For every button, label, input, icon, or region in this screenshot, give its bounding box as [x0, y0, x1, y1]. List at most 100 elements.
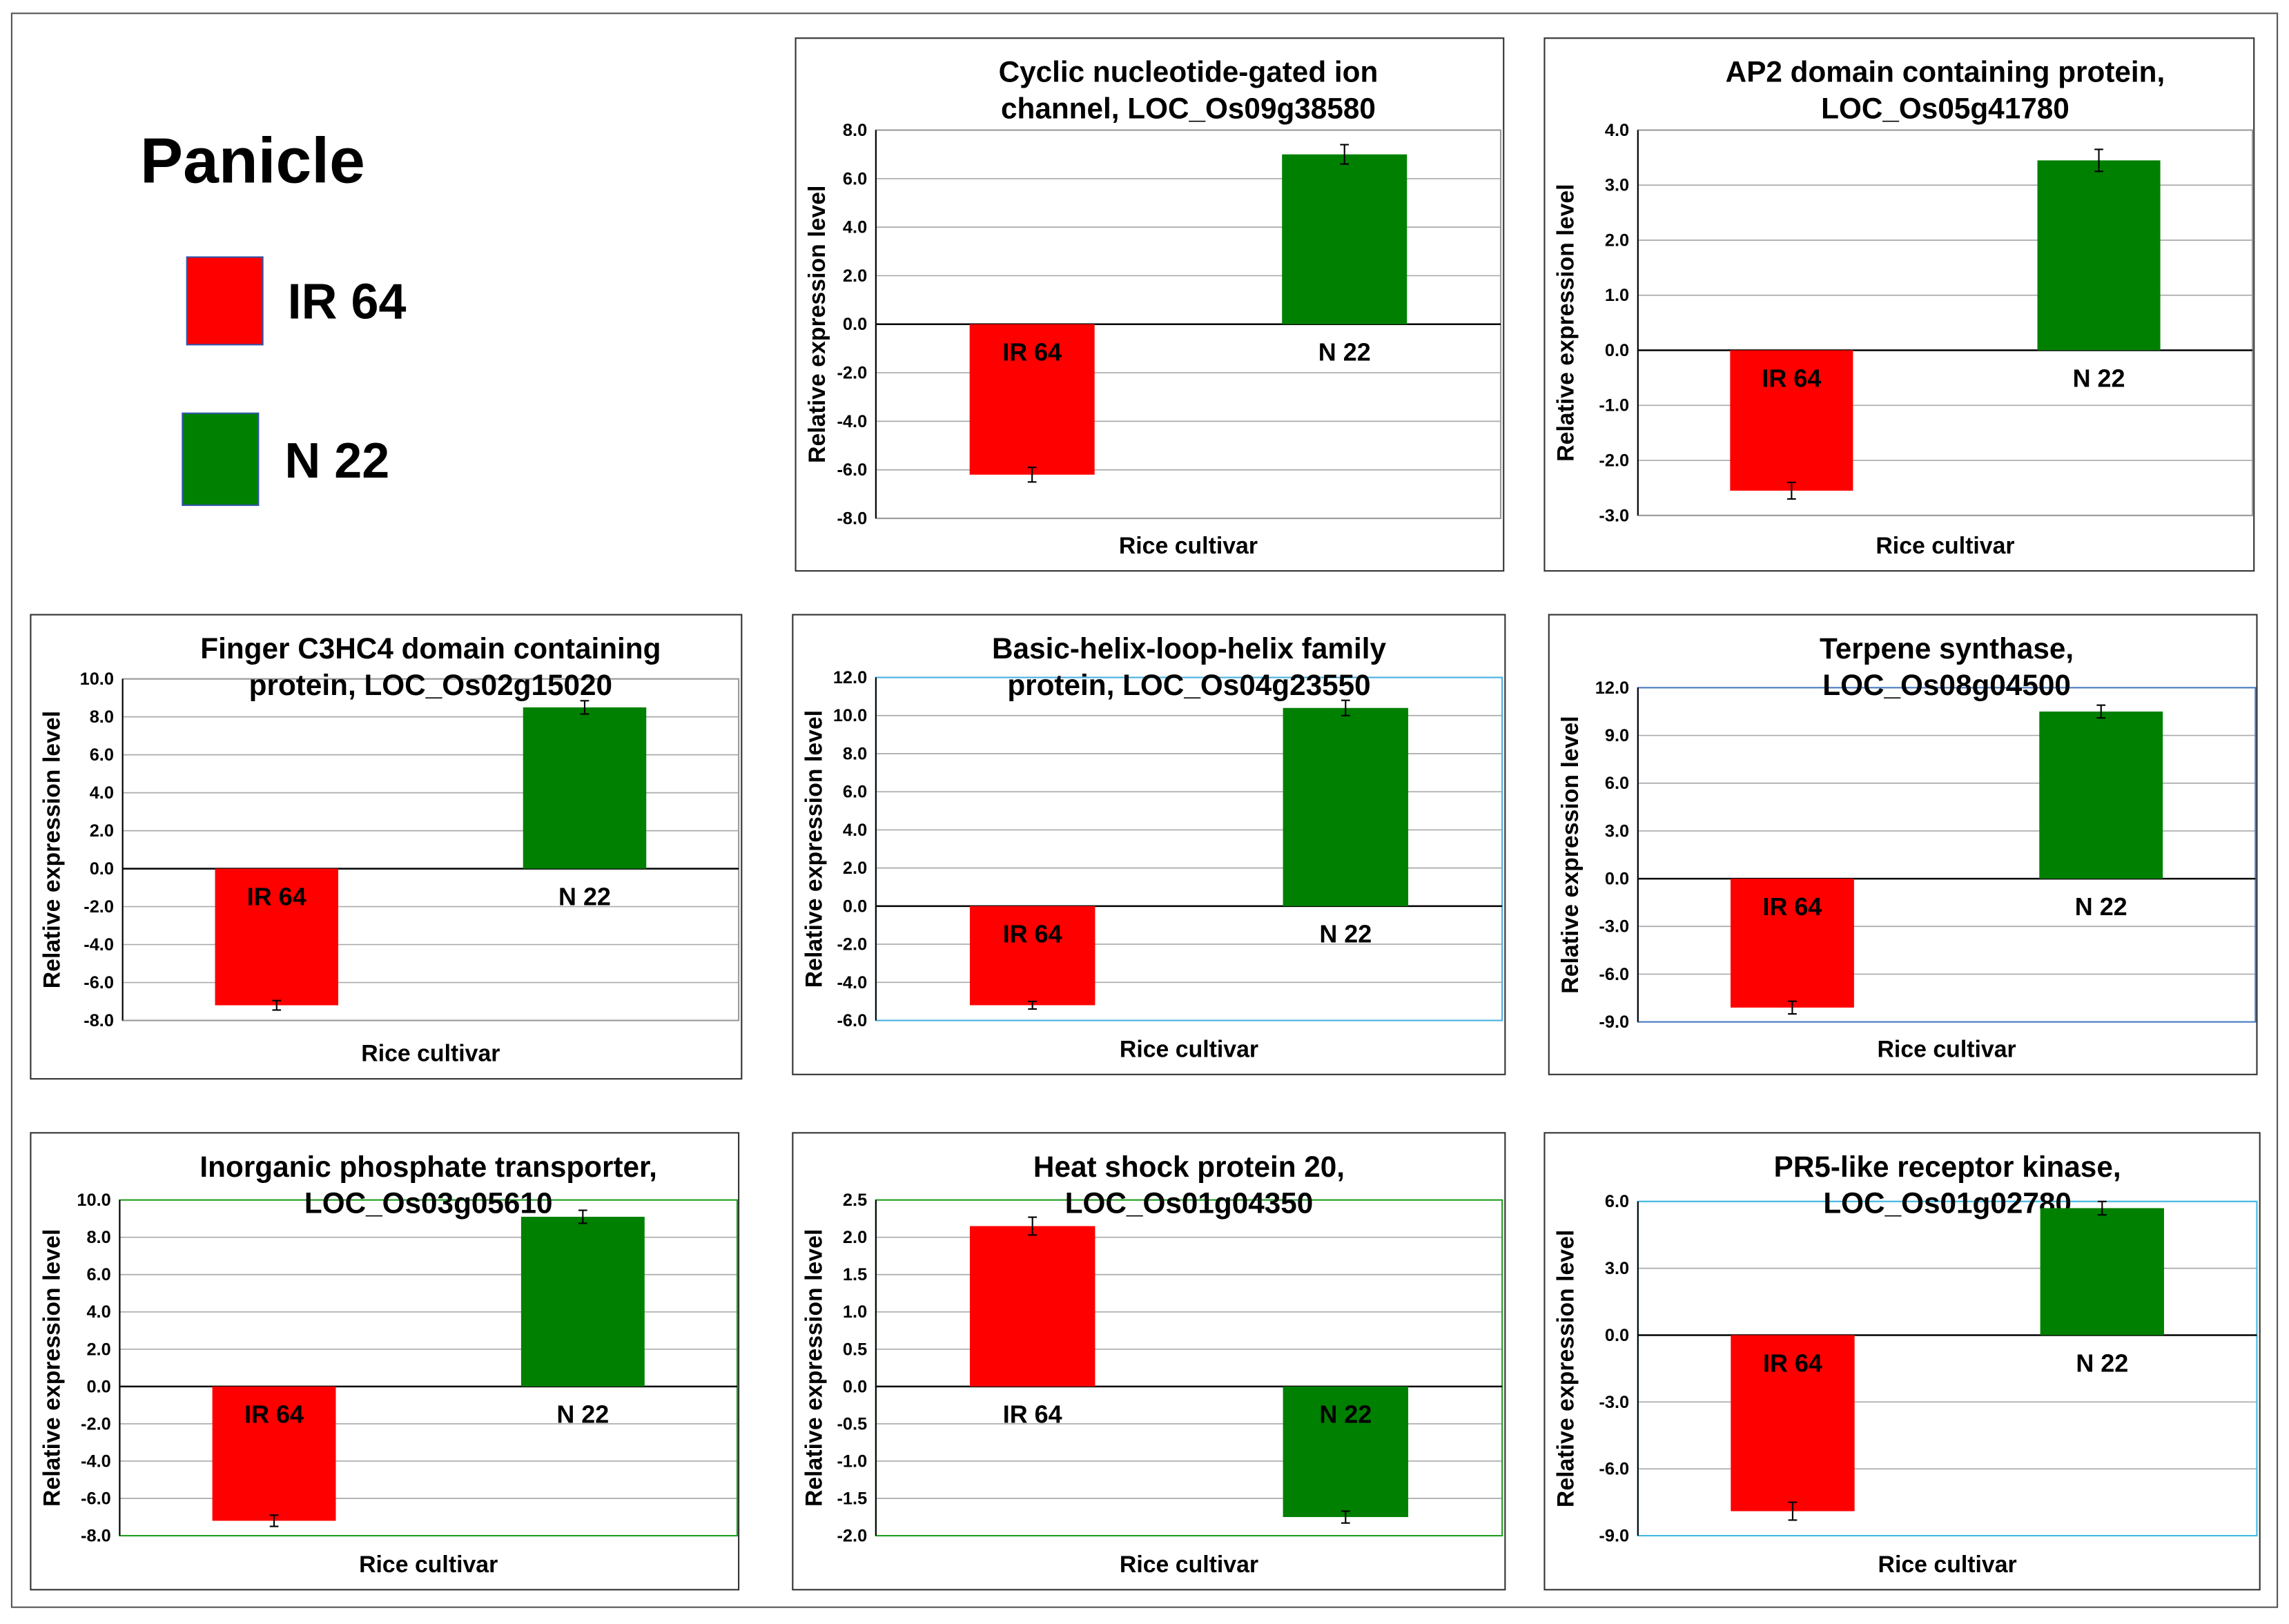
y-tick-label: -6.0 — [837, 460, 867, 480]
y-tick-label: 3.0 — [1605, 176, 1629, 195]
bar — [2037, 160, 2161, 351]
y-axis-label: Relative expression level — [39, 711, 66, 988]
bar — [2039, 711, 2163, 879]
y-tick-label: 0.5 — [843, 1340, 867, 1359]
error-bar — [580, 700, 590, 715]
legend-label: IR 64 — [288, 274, 407, 329]
y-tick-label: 3.0 — [1605, 1259, 1629, 1278]
y-axis-label: Relative expression level — [1553, 184, 1579, 461]
error-bar — [578, 1209, 587, 1224]
y-tick-label: -1.0 — [1599, 396, 1629, 415]
y-tick-label: 4.0 — [843, 218, 867, 237]
y-tick-label: 3.0 — [1605, 821, 1629, 841]
chart-title: LOC_Os08g04500 — [1822, 669, 2071, 701]
bar — [215, 868, 338, 1006]
chart-title: protein, LOC_Os02g15020 — [249, 669, 612, 701]
y-tick-label: 6.0 — [90, 745, 114, 765]
y-tick-label: 2.0 — [843, 859, 867, 878]
y-tick-label: -6.0 — [84, 973, 114, 992]
y-tick-label: -9.0 — [1599, 1012, 1629, 1032]
category-label: N 22 — [1318, 338, 1371, 366]
error-bar — [1341, 699, 1350, 716]
y-tick-label: 0.0 — [86, 1377, 110, 1396]
y-tick-label: -2.0 — [84, 897, 114, 917]
error-bar — [1340, 144, 1350, 165]
y-tick-label: 2.0 — [1605, 231, 1629, 250]
bar — [523, 707, 647, 869]
y-tick-label: 6.0 — [843, 169, 867, 188]
category-label: N 22 — [2073, 364, 2125, 392]
chart-title: Finger C3HC4 domain containing — [200, 632, 661, 665]
error-bar — [1788, 1501, 1798, 1521]
y-tick-label: 6.0 — [1605, 1192, 1629, 1211]
legend-swatch — [186, 256, 264, 346]
y-axis-label: Relative expression level — [804, 186, 830, 463]
category-label: N 22 — [1319, 920, 1372, 948]
chart-title: Terpene synthase, — [1820, 632, 2074, 665]
y-axis-label: Relative expression level — [1557, 716, 1584, 993]
y-tick-label: 8.0 — [843, 744, 867, 763]
y-tick-label: 1.5 — [843, 1265, 867, 1284]
chart-title: LOC_Os05g41780 — [1821, 92, 2069, 125]
y-tick-label: -8.0 — [81, 1527, 111, 1546]
y-tick-label: 10.0 — [833, 706, 867, 725]
category-label: IR 64 — [1763, 1349, 1822, 1377]
y-tick-label: -3.0 — [1599, 917, 1629, 937]
error-bar — [2094, 148, 2103, 173]
y-tick-label: 6.0 — [86, 1265, 110, 1284]
category-label: IR 64 — [1762, 892, 1822, 921]
y-tick-label: 2.0 — [843, 1228, 867, 1247]
y-tick-label: 10.0 — [80, 669, 114, 689]
bar — [1282, 154, 1408, 324]
error-bar — [2097, 1200, 2107, 1216]
error-bar — [1341, 1510, 1350, 1524]
category-label: IR 64 — [1762, 364, 1821, 392]
x-axis-label: Rice cultivar — [1876, 533, 2014, 559]
y-tick-label: 1.0 — [843, 1302, 867, 1322]
category-label: IR 64 — [1003, 1400, 1062, 1429]
y-tick-label: -3.0 — [1599, 1393, 1629, 1412]
chart-title: Basic-helix-loop-helix family — [992, 632, 1386, 665]
y-tick-label: -2.0 — [1599, 451, 1629, 471]
y-tick-label: -8.0 — [837, 509, 867, 529]
category-label: IR 64 — [1003, 920, 1062, 948]
error-bar — [1787, 481, 1796, 500]
chart-title: Heat shock protein 20, — [1033, 1151, 1345, 1183]
y-tick-label: 6.0 — [843, 783, 867, 802]
x-axis-label: Rice cultivar — [359, 1552, 498, 1578]
y-tick-label: -1.5 — [837, 1489, 867, 1508]
y-tick-label: 6.0 — [1605, 774, 1629, 793]
bar — [969, 324, 1095, 475]
x-axis-label: Rice cultivar — [1877, 1036, 2016, 1062]
error-bar — [269, 1514, 279, 1527]
y-tick-label: 2.0 — [843, 266, 867, 286]
y-tick-label: -2.0 — [837, 364, 867, 383]
category-label: N 22 — [558, 882, 611, 910]
y-tick-label: -6.0 — [1599, 1460, 1629, 1479]
category-label: N 22 — [1319, 1400, 1372, 1429]
y-tick-label: 8.0 — [90, 707, 114, 727]
y-tick-label: -6.0 — [1599, 965, 1629, 984]
category-label: IR 64 — [247, 882, 306, 910]
y-tick-label: 8.0 — [86, 1228, 110, 1247]
y-tick-label: 0.0 — [843, 897, 867, 916]
bar — [1730, 879, 1854, 1008]
category-label: N 22 — [2075, 892, 2127, 921]
bar — [969, 906, 1095, 1006]
error-bar — [1028, 1216, 1038, 1236]
y-tick-label: 12.0 — [833, 668, 867, 687]
x-axis-label: Rice cultivar — [1878, 1552, 2017, 1578]
y-axis-label: Relative expression level — [801, 1229, 828, 1507]
y-axis-label: Relative expression level — [801, 710, 828, 988]
bar — [520, 1216, 645, 1387]
error-bar — [2096, 704, 2106, 719]
y-tick-label: 0.0 — [1605, 870, 1629, 889]
y-tick-label: 4.0 — [1605, 121, 1629, 140]
x-axis-label: Rice cultivar — [1120, 1036, 1258, 1062]
chart-title: PR5-like receptor kinase, — [1774, 1151, 2121, 1183]
y-tick-label: 0.0 — [90, 859, 114, 879]
y-tick-label: 9.0 — [1605, 726, 1629, 745]
y-tick-label: -2.0 — [837, 1527, 867, 1546]
